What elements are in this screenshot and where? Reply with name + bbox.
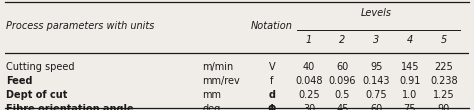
Text: Notation: Notation <box>251 21 293 31</box>
Text: 0.238: 0.238 <box>430 76 457 86</box>
Text: 1.0: 1.0 <box>402 90 418 100</box>
Text: 0.5: 0.5 <box>335 90 350 100</box>
Text: 1.25: 1.25 <box>433 90 455 100</box>
Text: 0.91: 0.91 <box>399 76 420 86</box>
Text: 1: 1 <box>306 35 312 45</box>
Text: 0.048: 0.048 <box>295 76 323 86</box>
Text: V: V <box>269 62 275 72</box>
Text: Dept of cut: Dept of cut <box>6 90 67 100</box>
Text: 60: 60 <box>370 104 383 110</box>
Text: d: d <box>268 90 275 100</box>
Text: 0.096: 0.096 <box>328 76 356 86</box>
Text: Φ: Φ <box>268 104 276 110</box>
Text: 145: 145 <box>401 62 419 72</box>
Text: mm: mm <box>202 90 221 100</box>
Text: Process parameters with units: Process parameters with units <box>6 21 154 31</box>
Text: Feed: Feed <box>6 76 32 86</box>
Text: 90: 90 <box>438 104 450 110</box>
Text: deg: deg <box>202 104 220 110</box>
Text: 30: 30 <box>303 104 315 110</box>
Text: 5: 5 <box>441 35 447 45</box>
Text: 225: 225 <box>434 62 453 72</box>
Text: 0.25: 0.25 <box>298 90 320 100</box>
Text: 45: 45 <box>336 104 349 110</box>
Text: 60: 60 <box>337 62 348 72</box>
Text: Levels: Levels <box>361 8 392 18</box>
Text: mm/rev: mm/rev <box>202 76 240 86</box>
Text: 4: 4 <box>407 35 413 45</box>
Text: 0.75: 0.75 <box>365 90 387 100</box>
Text: m/min: m/min <box>202 62 233 72</box>
Text: Cutting speed: Cutting speed <box>6 62 74 72</box>
Text: 3: 3 <box>373 35 380 45</box>
Text: 2: 2 <box>339 35 346 45</box>
Text: 0.143: 0.143 <box>363 76 390 86</box>
Text: Fibre orientation angle: Fibre orientation angle <box>6 104 133 110</box>
Text: 75: 75 <box>403 104 416 110</box>
Text: f: f <box>270 76 273 86</box>
Text: 95: 95 <box>370 62 383 72</box>
Text: 40: 40 <box>303 62 315 72</box>
